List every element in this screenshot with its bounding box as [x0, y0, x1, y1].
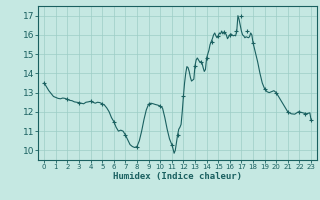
X-axis label: Humidex (Indice chaleur): Humidex (Indice chaleur): [113, 172, 242, 181]
